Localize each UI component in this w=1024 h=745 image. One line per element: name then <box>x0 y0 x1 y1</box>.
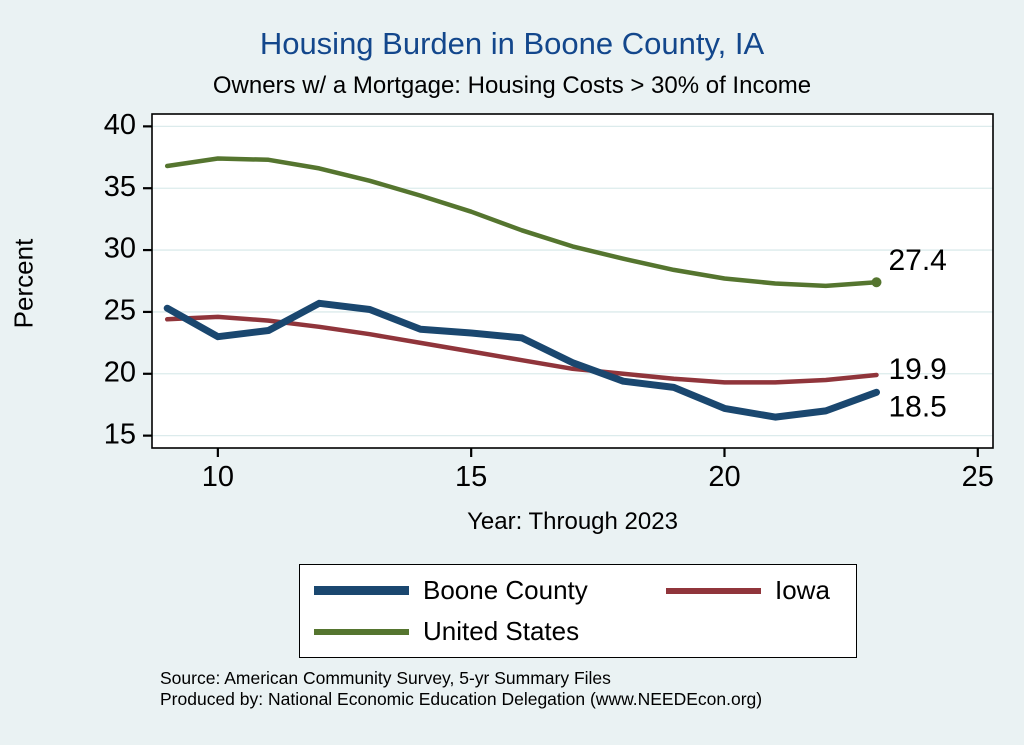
x-tick-label: 15 <box>455 461 487 493</box>
legend-label-boone-county: Boone County <box>423 575 588 605</box>
x-tick-label: 25 <box>962 461 994 493</box>
legend: Boone County Iowa United States <box>299 564 857 658</box>
end-label-iowa: 19.9 <box>888 353 946 386</box>
y-tick-label: 30 <box>104 233 136 265</box>
produced-by-line: Produced by: National Economic Education… <box>160 689 763 709</box>
end-label-united-states: 27.4 <box>888 244 946 277</box>
legend-item-iowa: Iowa <box>666 575 842 606</box>
chart-subtitle: Owners w/ a Mortgage: Housing Costs > 30… <box>212 72 812 99</box>
x-axis-title: Year: Through 2023 <box>467 508 678 535</box>
legend-label-iowa: Iowa <box>775 575 830 605</box>
y-tick-label: 20 <box>104 356 136 388</box>
y-axis-title: Percent <box>8 238 39 329</box>
y-tick-label: 40 <box>104 109 136 141</box>
chart-title: Housing Burden in Boone County, IA <box>259 26 765 61</box>
plot-background <box>152 114 993 448</box>
x-tick-label: 20 <box>708 461 740 493</box>
legend-item-boone-county: Boone County <box>314 575 666 606</box>
legend-item-united-states: United States <box>314 616 666 647</box>
series-line-boone-county <box>163 299 880 421</box>
plot-border <box>151 113 994 449</box>
series-line-united-states <box>164 156 879 289</box>
legend-swatch-iowa <box>666 587 761 594</box>
legend-swatch-boone-county <box>314 586 409 595</box>
x-tick-label: 10 <box>202 461 234 493</box>
legend-swatch-united-states <box>314 628 409 635</box>
y-tick-label: 25 <box>104 295 136 327</box>
source-line: Source: American Community Survey, 5-yr … <box>160 668 611 688</box>
y-tick-label: 35 <box>104 171 136 203</box>
source-notes: Source: American Community Survey, 5-yr … <box>160 668 762 710</box>
end-label-boone-county: 18.5 <box>888 390 946 423</box>
legend-label-united-states: United States <box>423 616 580 646</box>
y-tick-label: 15 <box>104 418 136 450</box>
series-end-dot-united-states <box>871 277 882 288</box>
